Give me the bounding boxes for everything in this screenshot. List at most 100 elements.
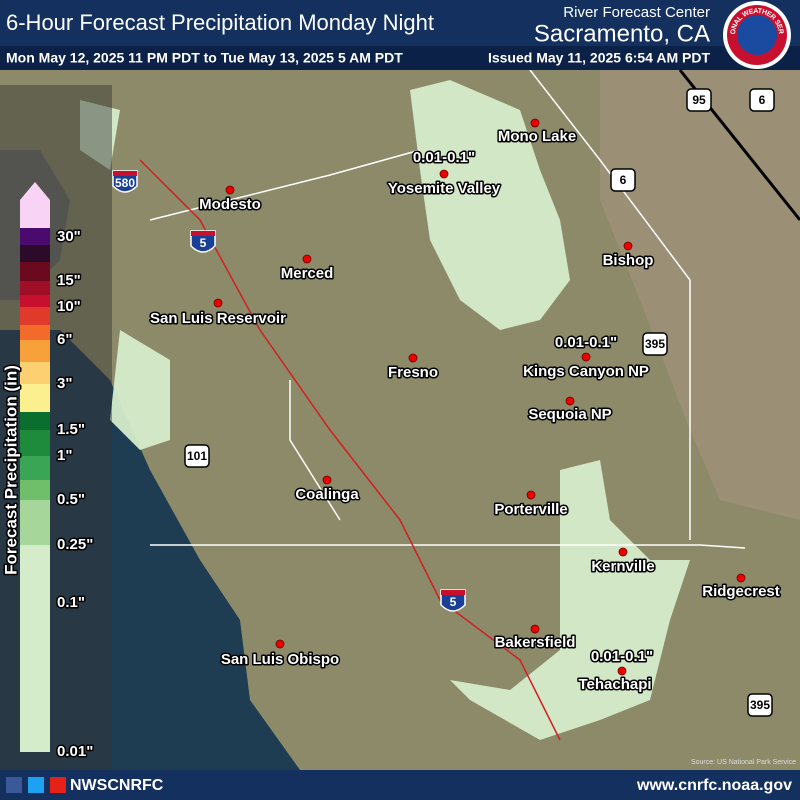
us-shield: [747, 693, 773, 717]
precip-label: 0.01-0.1": [591, 648, 653, 665]
legend-arrow: [20, 182, 50, 200]
legend-band: [20, 295, 50, 307]
legend-band: [20, 245, 50, 262]
legend-label: 3": [57, 375, 72, 392]
city-label: Sequoia NP: [528, 406, 611, 423]
highway-number: 101: [187, 449, 207, 463]
highway-number: 395: [750, 698, 770, 712]
city-dot: [275, 639, 285, 649]
legend-band: [20, 228, 50, 245]
city-dot: [530, 624, 540, 634]
legend-label: 1": [57, 447, 72, 464]
city-dot: [581, 352, 591, 362]
legend-label: 0.25": [57, 536, 93, 553]
city-label: Merced: [281, 265, 334, 282]
city-dot: [225, 185, 235, 195]
highway-number: 6: [620, 173, 627, 187]
legend-band: [20, 362, 50, 384]
facebook-icon[interactable]: [6, 777, 22, 793]
city-label: Kernville: [591, 558, 654, 575]
city-label: San Luis Obispo: [221, 651, 339, 668]
legend-band: [20, 200, 50, 228]
highway-number: 5: [450, 595, 457, 609]
precip-label: 0.01-0.1": [413, 149, 475, 166]
location: Sacramento, CA: [534, 20, 710, 47]
youtube-icon[interactable]: [50, 777, 66, 793]
legend-band: [20, 545, 50, 603]
legend-label: 15": [57, 272, 81, 289]
eastern-sierra: [600, 70, 800, 520]
city-label: Modesto: [199, 196, 261, 213]
map-labels: 580 5 5 101 395 395 95 6 6 Modesto Merced San Luis …: [112, 88, 781, 717]
us-shield: [749, 88, 775, 112]
city-dot: [736, 573, 746, 583]
legend-label: 1.5": [57, 421, 85, 438]
interstate-shield: [112, 170, 138, 193]
valid-time: Mon May 12, 2025 11 PM PDT to Tue May 13…: [6, 50, 403, 66]
city-dot: [213, 298, 223, 308]
website[interactable]: www.cnrfc.noaa.gov: [636, 777, 792, 794]
city-dot: [565, 396, 575, 406]
source-note: Source: US National Park Service: [691, 759, 796, 766]
legend-band: [20, 480, 50, 500]
city-label: Fresno: [388, 364, 438, 381]
city-dot: [618, 547, 628, 557]
legend-label: 0.01": [57, 743, 93, 760]
city-dot: [302, 254, 312, 264]
legend-band: [20, 325, 50, 340]
city-dot: [530, 118, 540, 128]
ocean: [0, 330, 300, 770]
us-shield: [184, 444, 210, 468]
city-label: Bakersfield: [495, 634, 576, 651]
city-dot: [322, 475, 332, 485]
interstate-shield: [190, 230, 216, 253]
subheader-bar: [0, 46, 800, 70]
legend-band: [20, 430, 50, 456]
twitter-icon[interactable]: [28, 777, 44, 793]
legend-label: 6": [57, 331, 72, 348]
city-dot: [526, 490, 536, 500]
highway-number: 5: [200, 236, 207, 250]
precip-areas: [80, 80, 690, 740]
us-shield: [610, 168, 636, 192]
legend-label: 10": [57, 298, 81, 315]
legend-band: [20, 456, 50, 480]
title: 6-Hour Forecast Precipitation Monday Nig…: [6, 10, 434, 35]
header-bar: [0, 0, 800, 46]
highway-number: 395: [645, 337, 665, 351]
city-label: Tehachapi: [578, 676, 651, 693]
legend-band: [20, 500, 50, 545]
legend-label: 0.5": [57, 491, 85, 508]
legend-label: 0.1": [57, 594, 85, 611]
legend-label: 30": [57, 228, 81, 245]
city-label: Porterville: [494, 501, 567, 518]
legend-band: [20, 603, 50, 752]
social-handle[interactable]: NWSCNRFC: [70, 777, 164, 794]
legend-band: [20, 307, 50, 325]
interstate-shield-top: [113, 171, 137, 176]
us-shield: [686, 88, 712, 112]
interstate-shield: [440, 589, 466, 612]
legend: 30" 15" 10" 6" 3" 1.5" 1" 0.5" 0.25" 0.1" 0.01": [20, 182, 95, 761]
footer-bar: [0, 770, 800, 800]
city-dot: [617, 666, 627, 676]
highway-number: 6: [759, 93, 766, 107]
city-label: Mono Lake: [498, 128, 576, 145]
city-label: Coalinga: [295, 486, 359, 503]
city-label: Yosemite Valley: [388, 180, 501, 197]
precip-label: 0.01-0.1": [555, 334, 617, 351]
issued-time: Issued May 11, 2025 6:54 AM PDT: [488, 50, 710, 66]
legend-band: [20, 340, 50, 362]
legend-band: [20, 262, 50, 281]
legend-band: [20, 412, 50, 430]
legend-band: [20, 281, 50, 295]
highway-number: 95: [692, 93, 706, 107]
city-dot: [408, 353, 418, 363]
city-dot: [623, 241, 633, 251]
us-shield: [642, 332, 668, 356]
legend-band: [20, 384, 50, 412]
center: River Forecast Center: [563, 4, 710, 21]
interstate-shield-top: [441, 590, 465, 595]
city-label: Kings Canyon NP: [523, 363, 649, 380]
legend-panel: [0, 85, 112, 770]
